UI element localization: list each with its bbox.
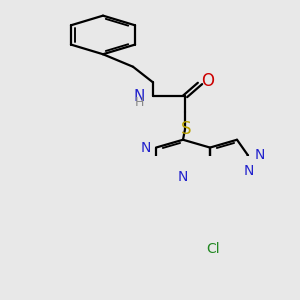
Text: N: N [244,164,254,178]
Text: S: S [181,120,191,138]
Text: N: N [133,89,145,104]
Text: Cl: Cl [206,242,220,256]
Text: N: N [178,170,188,184]
Text: O: O [202,72,214,90]
Text: N: N [255,148,265,162]
Text: N: N [141,141,151,154]
Text: H: H [134,96,144,109]
